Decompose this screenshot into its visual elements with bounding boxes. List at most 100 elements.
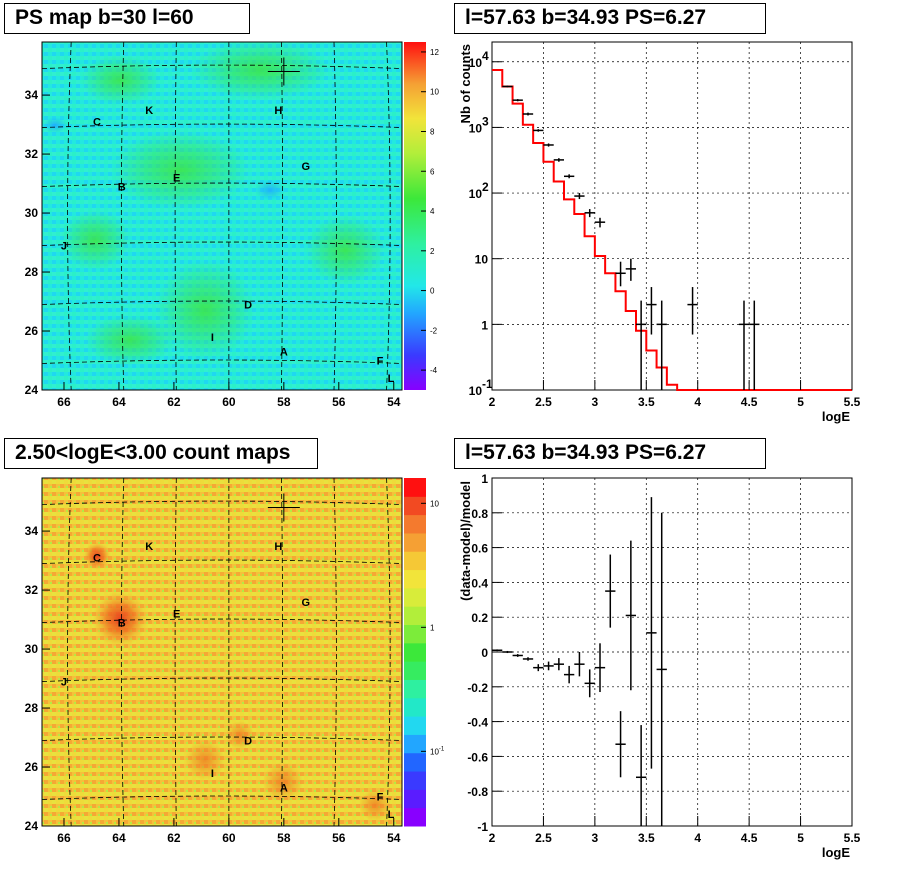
count-map-colorbar-segment	[404, 624, 426, 644]
count-map-grid-parallel	[42, 500, 402, 505]
count-map-grid-parallel	[42, 736, 402, 741]
ps-map-colorbar-tick-label: -2	[430, 326, 438, 335]
ps-map-source-d: D	[244, 299, 252, 311]
residual-y-tick-label: -0.2	[467, 681, 488, 695]
residual-y-tick-label: 0.2	[471, 611, 488, 625]
count-map-colorbar-segment	[404, 606, 426, 626]
count-map-x-tick-label: 54	[387, 831, 401, 845]
count-map-colorbar-segment	[404, 642, 426, 662]
count-map-image	[42, 478, 402, 826]
residual-title: l=57.63 b=34.93 PS=6.27	[454, 438, 766, 469]
spectrum-y-tick-label: 1	[481, 318, 488, 332]
residual-plot: 2 2.5 3 3.5 4 4.5 5 5.5 1 0.8 0.6 0.4 0.2 0 -0.2 -0.4 -0…	[458, 472, 861, 860]
ps-map-colorbar-ticks: 12 10 8 6 4 2 0 -2 -4	[421, 48, 439, 375]
ps-map-colorbar-tick-label: 4	[430, 207, 435, 216]
ps-map-x-tick-label: 60	[222, 395, 236, 409]
ps-map-grid-parallel	[42, 241, 402, 246]
count-map-x-tick-label: 58	[277, 831, 291, 845]
count-map-y-tick-label: 34	[25, 524, 39, 538]
residual-data-series	[492, 497, 667, 826]
count-map-colorbar-segment	[404, 569, 426, 589]
spectrum-x-tick-label: 5	[797, 395, 804, 409]
count-map-colorbar-segment	[404, 734, 426, 754]
spectrum-data-series	[502, 85, 760, 390]
count-map-colorbar-segment	[404, 532, 426, 552]
count-map-colorbar-segment	[404, 752, 426, 772]
count-map-colorbar-segment	[404, 789, 426, 809]
ps-map-frame	[41, 41, 403, 391]
count-map-source-h: H	[274, 541, 282, 553]
ps-map-x-tick-label: 56	[332, 395, 346, 409]
count-map-grid-parallel	[42, 618, 402, 623]
spectrum-y-tick-exponent: -1	[482, 377, 493, 391]
ps-map-grid-parallel	[42, 359, 402, 364]
spectrum-x-tick-label: 2.5	[535, 395, 552, 409]
spectrum-model-line	[492, 68, 852, 391]
count-map-source-d: D	[244, 735, 252, 747]
residual-x-tick-label: 3	[592, 831, 599, 845]
ps-map-colorbar-tick-label: 6	[430, 167, 435, 176]
count-map-colorbar-segment	[404, 661, 426, 680]
spectrum-y-tick-exponent: 3	[482, 114, 489, 128]
ps-map-structure	[43, 42, 385, 365]
count-map-x-tick-label: 64	[112, 831, 126, 845]
count-map-source-a: A	[280, 783, 288, 795]
residual-y-tick-label: 0.4	[471, 576, 488, 590]
spectrum-y-tick-exponent: 4	[482, 49, 489, 63]
residual-x-tick-label: 5.5	[844, 831, 861, 845]
spectrum-x-tick-label: 2	[489, 395, 496, 409]
count-map-x-tick-label: 66	[57, 831, 71, 845]
count-map-title: 2.50<logE<3.00 count maps	[4, 438, 318, 469]
residual-x-tick-label: 5	[797, 831, 804, 845]
residual-x-tick-label: 4.5	[741, 831, 758, 845]
residual-y-tick-label: 0	[481, 646, 488, 660]
count-map-colorbar-segment	[404, 587, 426, 607]
count-map-x-tick-label: 60	[222, 831, 236, 845]
count-map-colorbar-segment	[404, 478, 426, 497]
ps-map-y-tick-label: 30	[25, 206, 39, 220]
ps-map-title: PS map b=30 l=60	[4, 3, 250, 34]
ps-map-source-b: B	[118, 182, 126, 194]
ps-map-source-e: E	[173, 173, 180, 185]
ps-map-x-tick-label: 62	[167, 395, 181, 409]
count-map-source-l: L	[388, 809, 395, 821]
count-map-grid-parallel	[42, 677, 402, 682]
ps-map-y-tick-label: 32	[25, 147, 39, 161]
count-map-y-tick-label: 32	[25, 583, 39, 597]
spectrum-x-tick-label: 3.5	[638, 395, 655, 409]
count-map-frame	[41, 477, 403, 827]
ps-map-axes: 66 64 62 60 58 56 54 34 32 30 28 26 24	[25, 88, 401, 409]
count-map-colorbar-tick-label: 1	[430, 623, 435, 632]
count-map-grid-parallel	[42, 795, 402, 800]
spectrum-x-tick-label: 3	[592, 395, 599, 409]
ps-map-x-tick-label: 58	[277, 395, 291, 409]
spectrum-model-series	[492, 68, 852, 391]
count-map-source-c: C	[93, 553, 101, 565]
count-map-source-labels: A B C D E F G H I J K L	[61, 541, 395, 821]
count-map-coordinate-grid	[42, 478, 402, 826]
ps-map-colorbar-tick-label: 0	[430, 287, 435, 296]
ps-map-colorbar-tick-label: 10	[430, 88, 439, 97]
ps-map-y-tick-label: 28	[25, 265, 39, 279]
count-map-source-f: F	[377, 792, 384, 804]
ps-map-colorbar-tick-label: 8	[430, 127, 435, 136]
count-map-source-e: E	[173, 609, 180, 621]
residual-y-tick-label: 0.8	[471, 507, 488, 521]
count-map-colorbar-segment	[404, 807, 426, 827]
ps-map-y-tick-label: 24	[25, 383, 39, 397]
count-map-y-tick-label: 24	[25, 819, 39, 833]
spectrum-y-tick-label: 10	[469, 56, 483, 70]
count-map-y-tick-label: 28	[25, 701, 39, 715]
residual-axes: 2 2.5 3 3.5 4 4.5 5 5.5 1 0.8 0.6 0.4 0.2 0 -0.2 -0.4 -0…	[467, 472, 860, 845]
residual-y-axis-label: (data-model)/model	[458, 481, 473, 601]
count-map-grid-parallel	[42, 559, 402, 564]
ps-map-x-tick-label: 66	[57, 395, 71, 409]
count-map-colorbar-tick-exponent: -1	[439, 746, 445, 752]
spectrum-title: l=57.63 b=34.93 PS=6.27	[454, 3, 766, 34]
ps-map-source-h: H	[274, 105, 282, 117]
spectrum-x-axis-label: logE	[822, 409, 850, 424]
ps-map-source-c: C	[93, 117, 101, 129]
count-map-colorbar-segment	[404, 551, 426, 571]
count-map-hotspots	[83, 542, 391, 821]
